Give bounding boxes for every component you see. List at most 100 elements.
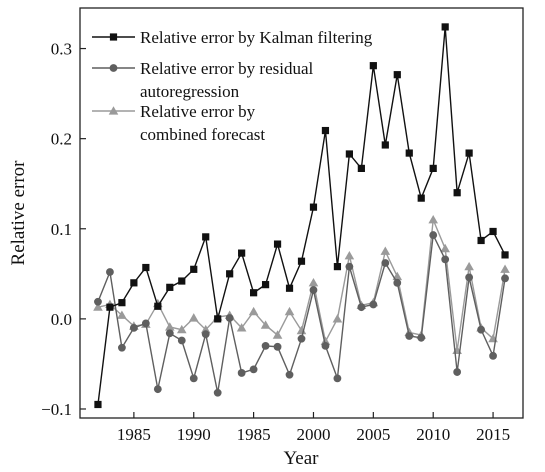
data-point bbox=[166, 283, 174, 291]
data-point bbox=[297, 257, 306, 265]
data-point bbox=[236, 323, 247, 332]
data-point bbox=[188, 313, 199, 322]
data-point bbox=[261, 281, 270, 289]
data-point bbox=[332, 314, 343, 323]
y-tick-label: 0.0 bbox=[51, 310, 72, 329]
data-point bbox=[248, 306, 259, 316]
data-point bbox=[465, 273, 474, 282]
x-axis-title: Year bbox=[283, 448, 319, 469]
data-point bbox=[189, 374, 198, 383]
legend-entry: Relative error by Kalman filtering bbox=[92, 28, 373, 47]
x-tick-label: 1990 bbox=[177, 425, 211, 444]
x-tick-label: 2015 bbox=[476, 425, 510, 444]
data-point bbox=[453, 189, 461, 197]
data-point bbox=[429, 231, 438, 239]
data-point bbox=[249, 365, 258, 374]
data-point bbox=[117, 310, 127, 319]
legend-entry: Relative error by combined forecast bbox=[92, 102, 265, 144]
data-point bbox=[381, 141, 389, 149]
data-point bbox=[333, 374, 342, 383]
data-point bbox=[94, 297, 102, 306]
x-tick-label: 1985 bbox=[237, 425, 271, 444]
y-tick-label: 0.2 bbox=[51, 130, 72, 149]
y-tick-label: −0.1 bbox=[41, 400, 72, 419]
data-point bbox=[296, 325, 307, 335]
legend-marker bbox=[109, 33, 118, 41]
data-point bbox=[309, 286, 318, 294]
y-tick-label: 0.3 bbox=[51, 40, 72, 59]
data-point bbox=[261, 342, 270, 350]
legend-label: Relative error by residual bbox=[140, 59, 314, 78]
y-axis-title: Relative error bbox=[8, 160, 29, 266]
data-point bbox=[333, 263, 342, 271]
data-point bbox=[142, 263, 150, 272]
data-point bbox=[477, 325, 485, 334]
data-point bbox=[141, 319, 150, 328]
series-circle bbox=[94, 231, 509, 397]
axes-layer: 1985 1990 1985 2000 2005 2010 2015 −0.1 0.0 0.1 0.… bbox=[41, 40, 510, 444]
data-point bbox=[405, 332, 414, 340]
legend-marker bbox=[109, 64, 118, 72]
data-point bbox=[164, 322, 175, 331]
data-point bbox=[130, 279, 138, 287]
data-point bbox=[489, 351, 497, 360]
legend-marker bbox=[108, 106, 119, 115]
data-point bbox=[453, 368, 462, 376]
x-tick-label: 1985 bbox=[117, 425, 151, 444]
data-point bbox=[250, 289, 258, 297]
data-point bbox=[272, 330, 283, 339]
data-point bbox=[441, 255, 450, 264]
data-point bbox=[178, 277, 186, 285]
x-tick-label: 2005 bbox=[356, 425, 390, 444]
x-tick-label: 2010 bbox=[416, 425, 450, 444]
data-point bbox=[238, 249, 246, 257]
legend-label: autoregression bbox=[140, 82, 240, 101]
data-point bbox=[226, 270, 234, 278]
data-point bbox=[297, 334, 306, 343]
data-point bbox=[357, 164, 365, 172]
data-point bbox=[381, 259, 390, 267]
data-point bbox=[477, 236, 485, 245]
data-point bbox=[357, 303, 366, 312]
data-point bbox=[237, 369, 246, 377]
data-point bbox=[176, 324, 187, 334]
data-point bbox=[321, 342, 330, 350]
data-point bbox=[213, 388, 222, 397]
data-point bbox=[417, 194, 425, 202]
data-point bbox=[393, 278, 402, 287]
data-point bbox=[500, 264, 510, 273]
data-point bbox=[93, 302, 103, 311]
data-point bbox=[345, 262, 354, 271]
data-point bbox=[106, 268, 114, 276]
legend-label: Relative error by Kalman filtering bbox=[140, 28, 373, 47]
plot-frame bbox=[79, 7, 524, 419]
data-point bbox=[380, 246, 391, 255]
data-point bbox=[118, 343, 126, 352]
data-point bbox=[129, 323, 138, 332]
legend-label: combined forecast bbox=[140, 125, 265, 144]
data-point bbox=[501, 251, 509, 259]
legend: Relative error by Kalman filtering Relati… bbox=[92, 28, 373, 144]
data-point bbox=[440, 243, 450, 253]
data-point bbox=[177, 336, 186, 345]
data-point bbox=[501, 274, 509, 283]
data-point bbox=[429, 164, 437, 172]
data-point bbox=[285, 370, 294, 379]
data-point bbox=[94, 400, 102, 409]
series-layer bbox=[93, 23, 510, 409]
data-point bbox=[214, 315, 222, 323]
data-point bbox=[428, 214, 439, 224]
data-point bbox=[260, 320, 271, 329]
data-point bbox=[417, 333, 426, 342]
data-point bbox=[273, 240, 282, 248]
data-point bbox=[405, 149, 413, 157]
data-point bbox=[308, 278, 319, 287]
data-point bbox=[393, 71, 401, 79]
data-point bbox=[201, 330, 210, 339]
data-point bbox=[369, 62, 377, 70]
legend-label: Relative error by bbox=[140, 102, 256, 121]
data-point bbox=[154, 302, 162, 310]
data-point bbox=[153, 385, 162, 394]
data-point bbox=[202, 233, 210, 241]
data-point bbox=[465, 149, 473, 157]
